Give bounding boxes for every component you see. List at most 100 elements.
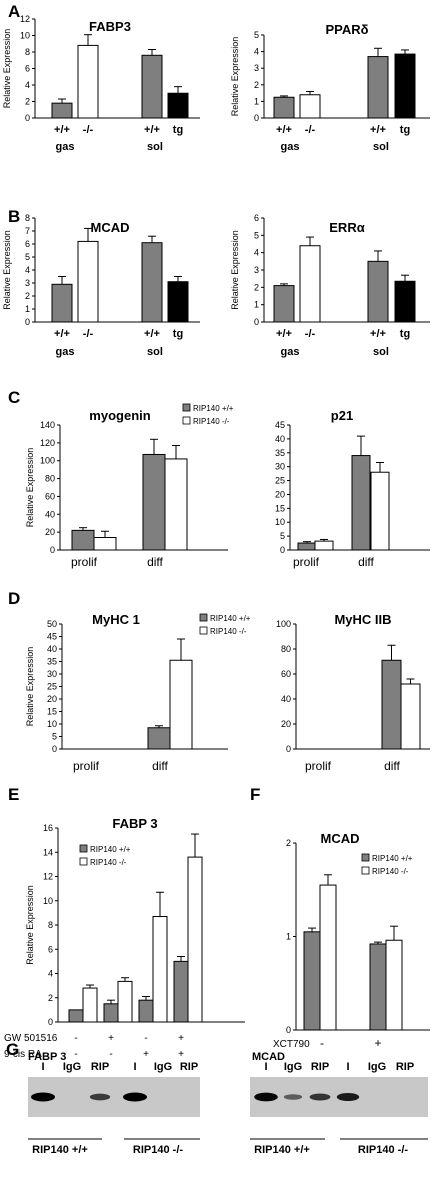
chart-c2-ytick-label: 45 <box>275 420 285 430</box>
chart-d2-ytick-label: 100 <box>276 619 291 629</box>
chart-a1-ytick-label: 6 <box>25 64 30 74</box>
gel-fabp3-lane-label: RIP <box>91 1061 109 1073</box>
chart-e-treatment-mark: + <box>178 1049 184 1060</box>
chart-d1-ytick-label: 15 <box>47 707 57 717</box>
chart-d1-ytick-label: 5 <box>52 732 57 742</box>
bar-a1-3 <box>167 92 189 119</box>
xtick-label-b1: tg <box>173 328 183 340</box>
group-label-gas: gas <box>56 141 75 153</box>
chart-c1-xtick-label: diff <box>147 555 163 569</box>
panel-letter-c: C <box>8 388 20 407</box>
chart-d1-xtick-label: diff <box>152 759 168 773</box>
xtick-label-b1: +/+ <box>54 328 70 340</box>
gel-fabp3-group-label: RIP140 -/- <box>133 1144 183 1156</box>
chart-c2-xtick-label: prolif <box>293 555 320 569</box>
chart-c1-ytick-label: 40 <box>45 509 55 519</box>
chart-a1-ytick-label: 12 <box>20 14 30 24</box>
chart-c2: 0 5 10 15 20 25 30 35 40 45 p21 prolif diff <box>275 408 430 569</box>
chart-a1-ylabel: Relative Expression <box>2 29 12 109</box>
bar-a1-1 <box>77 44 99 119</box>
bar-b2-0 <box>273 285 295 323</box>
chart-e-legend-swatch <box>79 844 88 853</box>
xtick-label-b1: +/+ <box>144 328 160 340</box>
chart-a2-title: PPARδ <box>325 22 368 37</box>
chart-d1-ylabel: Relative Expression <box>25 647 35 727</box>
bar-c1-s1-c1 <box>164 458 188 551</box>
chart-a2-ytick-label: 1 <box>254 96 259 106</box>
chart-c1-ylabel: Relative Expression <box>25 448 35 528</box>
gel-mcad-lane-label: I <box>264 1061 267 1073</box>
chart-b2-ytick-label: 3 <box>254 265 259 275</box>
group-label-gas: gas <box>56 346 75 358</box>
bar-d1-s1-c1 <box>169 659 193 750</box>
chart-c1-legend-entry: RIP140 -/- <box>193 417 230 426</box>
gel-mcad-band <box>283 1094 303 1100</box>
gel-fabp3-lane-label: IgG <box>63 1061 81 1073</box>
chart-f-xtick-label: - <box>320 1036 324 1050</box>
chart-b1-ytick-label: 3 <box>25 278 30 288</box>
chart-d1-title: MyHC 1 <box>92 612 140 627</box>
chart-d1-legend-entry: RIP140 -/- <box>210 627 247 636</box>
gel-fabp3-title: FABP 3 <box>28 1051 66 1063</box>
chart-e-treatment-mark: - <box>109 1049 112 1060</box>
chart-d1-ytick-label: 40 <box>47 644 57 654</box>
gel-mcad-group-label: RIP140 -/- <box>358 1144 408 1156</box>
chart-c1-ytick-label: 60 <box>45 491 55 501</box>
chart-b1-ytick-label: 8 <box>25 213 30 223</box>
chart-e-treatment-mark: + <box>178 1033 184 1044</box>
chart-c1: 0 20 40 60 80 100 120 140 myogenin Relative Expre… <box>25 403 234 569</box>
chart-e-treatment-mark: + <box>143 1049 149 1060</box>
chart-a2-ylabel: Relative Expression <box>230 37 240 117</box>
chart-a2-ytick-label: 2 <box>254 80 259 90</box>
bar-d1-s0-c1 <box>147 727 171 750</box>
chart-a1-title: FABP3 <box>89 19 131 34</box>
xtick-label-a2: +/+ <box>276 124 292 136</box>
chart-b2-ytick-label: 1 <box>254 300 259 310</box>
bar-c1-s1-c0 <box>93 537 117 551</box>
xtick-label-a2: +/+ <box>370 124 386 136</box>
chart-e-treatment-mark: - <box>74 1049 77 1060</box>
chart-e-treatment-mark: - <box>74 1033 77 1044</box>
gel-fabp3-group-label: RIP140 +/+ <box>32 1144 88 1156</box>
chart-d2-xtick-label: diff <box>384 759 400 773</box>
xtick-label-b1: -/- <box>83 328 94 340</box>
chart-b2-ytick-label: 6 <box>254 213 259 223</box>
chart-e-treatment-label: GW 501516 <box>4 1033 58 1044</box>
panel-letter-a: A <box>8 2 20 21</box>
chart-b2-ytick-label: 5 <box>254 230 259 240</box>
chart-b1-ylabel: Relative Expression <box>2 230 12 310</box>
chart-e-treatment-label: 9-cis RA <box>4 1049 42 1060</box>
chart-c1-legend-entry: RIP140 +/+ <box>193 404 234 413</box>
bar-c2-s0-c1 <box>351 455 371 551</box>
chart-e-title: FABP 3 <box>112 816 157 831</box>
bar-f-s1-c1 <box>385 939 403 1031</box>
chart-c1-legend-swatch <box>182 403 191 412</box>
chart-b2-title: ERRα <box>329 220 364 235</box>
chart-c2-title: p21 <box>331 408 353 423</box>
panel-letter-b: B <box>8 207 20 226</box>
chart-c1-xtick-label: prolif <box>71 555 98 569</box>
chart-f-ytick-label: 2 <box>286 838 291 848</box>
chart-e-ytick-label: 16 <box>43 823 53 833</box>
chart-d1-ytick-label: 10 <box>47 719 57 729</box>
chart-b1-ytick-label: 2 <box>25 291 30 301</box>
chart-c2-xtick-label: diff <box>358 555 374 569</box>
bar-f-s0-c0 <box>303 931 321 1031</box>
chart-e-legend-entry: RIP140 +/+ <box>90 845 131 854</box>
bar-e-s1-c2 <box>152 916 168 1023</box>
chart-a2-ytick-label: 5 <box>254 30 259 40</box>
gel-mcad-lane-label: IgG <box>284 1061 302 1073</box>
chart-b1-ytick-label: 7 <box>25 226 30 236</box>
chart-c1-ytick-label: 140 <box>40 420 55 430</box>
gel-mcad-band <box>254 1092 278 1102</box>
gel-fabp3-background <box>28 1077 200 1117</box>
chart-d2-title: MyHC IIB <box>334 612 391 627</box>
bar-a1-2 <box>141 54 163 119</box>
chart-e-ytick-label: 4 <box>48 969 53 979</box>
chart-d2-ytick-label: 40 <box>281 694 291 704</box>
chart-d1-legend-swatch <box>199 626 208 635</box>
xtick-label-a2: tg <box>400 124 410 136</box>
panel-letter-f: F <box>250 785 260 804</box>
